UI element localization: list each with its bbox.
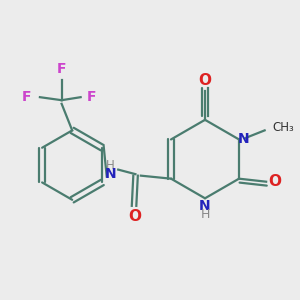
Text: O: O [128,209,141,224]
Text: H: H [201,208,210,221]
Text: CH₃: CH₃ [272,121,294,134]
Text: N: N [105,167,116,181]
Text: F: F [87,90,97,104]
Text: H: H [106,159,115,172]
Text: N: N [238,132,249,146]
Text: O: O [199,73,212,88]
Text: F: F [57,61,66,76]
Text: O: O [269,174,282,189]
Text: F: F [22,90,32,104]
Text: N: N [199,199,211,213]
